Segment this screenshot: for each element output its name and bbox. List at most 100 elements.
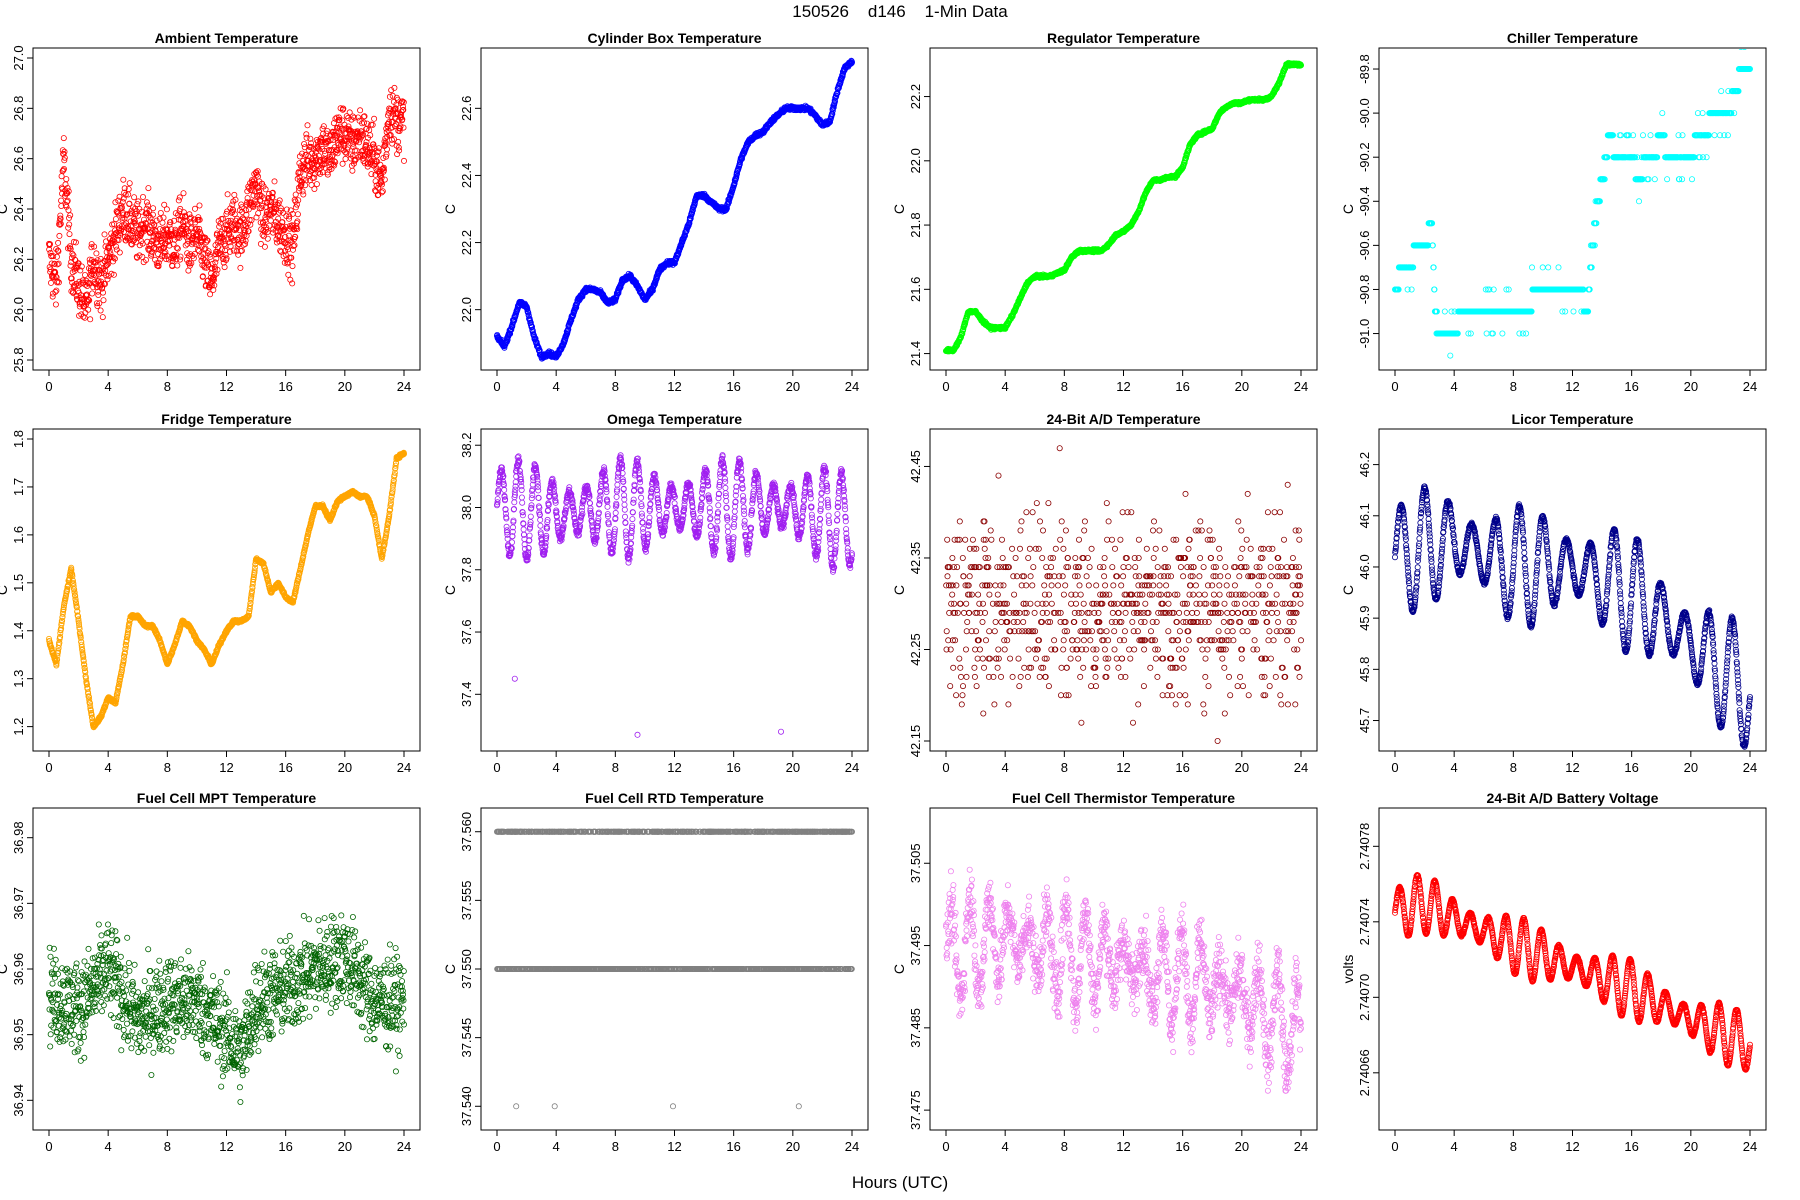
data-point xyxy=(87,316,94,323)
y-tick-label: 21.6 xyxy=(908,277,923,302)
data-point xyxy=(1448,308,1455,315)
data-point xyxy=(59,147,66,154)
data-point xyxy=(315,145,322,152)
data-point xyxy=(341,143,348,150)
data-point xyxy=(133,222,140,229)
data-point xyxy=(384,112,391,119)
x-tick-label: 16 xyxy=(726,379,740,394)
data-point xyxy=(185,252,192,259)
data-point xyxy=(397,123,404,130)
data-point xyxy=(725,199,732,206)
data-point xyxy=(288,254,295,261)
data-point xyxy=(84,279,91,286)
data-point xyxy=(180,209,187,216)
data-point xyxy=(102,280,109,287)
data-point xyxy=(332,115,339,122)
data-point xyxy=(104,261,111,268)
data-point xyxy=(261,243,268,250)
data-point xyxy=(143,199,150,206)
y-axis-label: C xyxy=(442,204,458,214)
data-point xyxy=(359,132,366,139)
data-point xyxy=(318,134,325,141)
data-point xyxy=(124,223,131,230)
data-point xyxy=(100,289,107,296)
data-point xyxy=(116,249,123,256)
data-point xyxy=(211,272,218,279)
data-point xyxy=(85,306,92,313)
data-point xyxy=(307,140,314,147)
data-point xyxy=(738,156,745,163)
data-point xyxy=(120,211,127,218)
data-point xyxy=(238,247,245,254)
data-point xyxy=(311,174,318,181)
data-point xyxy=(303,134,310,141)
data-point xyxy=(238,201,245,208)
data-point xyxy=(1570,308,1577,315)
data-point xyxy=(231,191,238,198)
data-point xyxy=(313,181,320,188)
data-point xyxy=(180,190,187,197)
data-point xyxy=(185,259,192,266)
data-point xyxy=(255,184,262,191)
data-point xyxy=(281,259,288,266)
data-point xyxy=(1429,242,1436,249)
data-point xyxy=(184,221,191,228)
data-point xyxy=(1404,286,1411,293)
data-point xyxy=(161,201,168,208)
data-point xyxy=(91,243,98,250)
data-point xyxy=(257,240,264,247)
data-point xyxy=(351,147,358,154)
y-tick-label: 21.8 xyxy=(908,212,923,237)
y-tick-label: -90.2 xyxy=(1357,142,1372,172)
data-point xyxy=(210,286,217,293)
data-point xyxy=(271,178,278,185)
data-point xyxy=(275,215,282,222)
data-point xyxy=(299,150,306,157)
data-point xyxy=(723,205,730,212)
data-point xyxy=(315,152,322,159)
data-point xyxy=(139,193,146,200)
x-tick-label: 0 xyxy=(45,379,52,394)
data-point xyxy=(115,237,122,244)
data-point xyxy=(1555,264,1562,271)
data-point xyxy=(224,191,231,198)
data-point xyxy=(342,137,349,144)
data-point xyxy=(279,219,286,226)
data-point xyxy=(332,148,339,155)
data-point xyxy=(231,211,238,218)
data-point xyxy=(1562,308,1569,315)
data-point xyxy=(106,247,113,254)
data-point xyxy=(193,231,200,238)
data-point xyxy=(231,236,238,243)
data-point xyxy=(122,191,129,198)
data-point xyxy=(1488,330,1495,337)
data-point xyxy=(131,220,138,227)
data-point xyxy=(276,197,283,204)
data-point xyxy=(361,113,368,120)
data-point xyxy=(292,233,299,240)
data-point xyxy=(380,167,387,174)
data-point xyxy=(292,191,299,198)
data-point xyxy=(211,282,218,289)
data-point xyxy=(71,256,78,263)
data-point xyxy=(219,215,226,222)
data-point xyxy=(295,197,302,204)
data-point xyxy=(395,138,402,145)
data-point xyxy=(1586,286,1593,293)
data-point xyxy=(55,248,62,255)
data-point xyxy=(126,180,133,187)
data-point xyxy=(338,131,345,138)
data-point xyxy=(336,116,343,123)
data-point xyxy=(253,171,260,178)
data-point xyxy=(343,113,350,120)
data-point xyxy=(339,160,346,167)
data-point xyxy=(95,291,102,298)
data-point xyxy=(322,156,329,163)
data-point xyxy=(125,186,132,193)
y-tick-label: 22.2 xyxy=(908,84,923,109)
data-point xyxy=(299,188,306,195)
data-point xyxy=(375,184,382,191)
data-point xyxy=(287,207,294,214)
x-tick-label: 24 xyxy=(845,379,859,394)
